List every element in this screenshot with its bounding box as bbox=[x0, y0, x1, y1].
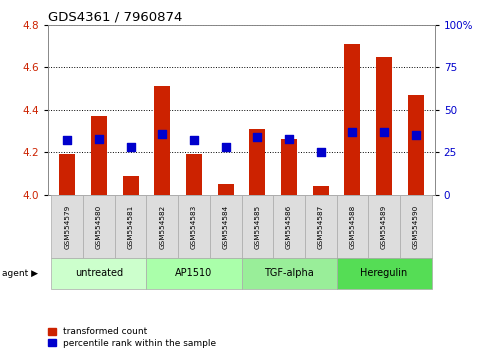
Bar bbox=[115, 195, 146, 258]
Bar bbox=[210, 195, 242, 258]
Bar bbox=[52, 258, 146, 289]
Text: GSM554586: GSM554586 bbox=[286, 205, 292, 249]
Bar bbox=[178, 195, 210, 258]
Text: GSM554585: GSM554585 bbox=[255, 205, 260, 249]
Bar bbox=[242, 195, 273, 258]
Point bbox=[380, 129, 388, 135]
Bar bbox=[337, 258, 431, 289]
Bar bbox=[305, 195, 337, 258]
Point bbox=[317, 149, 325, 155]
Bar bbox=[313, 186, 328, 195]
Text: Heregulin: Heregulin bbox=[360, 268, 408, 279]
Text: TGF-alpha: TGF-alpha bbox=[264, 268, 314, 279]
Bar bbox=[368, 195, 400, 258]
Point bbox=[254, 134, 261, 140]
Bar bbox=[408, 95, 424, 195]
Legend: transformed count, percentile rank within the sample: transformed count, percentile rank withi… bbox=[48, 327, 216, 348]
Point bbox=[95, 136, 103, 142]
Bar bbox=[273, 195, 305, 258]
Point bbox=[190, 137, 198, 143]
Point bbox=[412, 132, 420, 138]
Text: GSM554583: GSM554583 bbox=[191, 205, 197, 249]
Bar bbox=[146, 258, 242, 289]
Text: GDS4361 / 7960874: GDS4361 / 7960874 bbox=[48, 11, 183, 24]
Text: GSM554582: GSM554582 bbox=[159, 205, 165, 249]
Text: GSM554579: GSM554579 bbox=[64, 205, 71, 249]
Text: agent ▶: agent ▶ bbox=[2, 269, 39, 278]
Point bbox=[127, 144, 134, 150]
Text: GSM554589: GSM554589 bbox=[381, 205, 387, 249]
Text: GSM554581: GSM554581 bbox=[128, 205, 134, 249]
Bar bbox=[186, 154, 202, 195]
Text: GSM554587: GSM554587 bbox=[318, 205, 324, 249]
Bar bbox=[218, 184, 234, 195]
Bar bbox=[146, 195, 178, 258]
Bar bbox=[344, 44, 360, 195]
Bar bbox=[155, 86, 170, 195]
Point bbox=[63, 137, 71, 143]
Point bbox=[349, 129, 356, 135]
Bar bbox=[337, 195, 368, 258]
Point bbox=[222, 144, 229, 150]
Point bbox=[285, 136, 293, 142]
Bar bbox=[83, 195, 115, 258]
Text: AP1510: AP1510 bbox=[175, 268, 213, 279]
Bar bbox=[52, 195, 83, 258]
Bar bbox=[400, 195, 431, 258]
Bar bbox=[123, 176, 139, 195]
Text: untreated: untreated bbox=[75, 268, 123, 279]
Bar bbox=[376, 57, 392, 195]
Text: GSM554588: GSM554588 bbox=[349, 205, 355, 249]
Point bbox=[158, 131, 166, 136]
Text: GSM554590: GSM554590 bbox=[412, 205, 419, 249]
Text: GSM554580: GSM554580 bbox=[96, 205, 102, 249]
Bar bbox=[281, 139, 297, 195]
Text: GSM554584: GSM554584 bbox=[223, 205, 228, 249]
Bar bbox=[249, 129, 265, 195]
Bar bbox=[91, 116, 107, 195]
Bar bbox=[242, 258, 337, 289]
Bar bbox=[59, 154, 75, 195]
